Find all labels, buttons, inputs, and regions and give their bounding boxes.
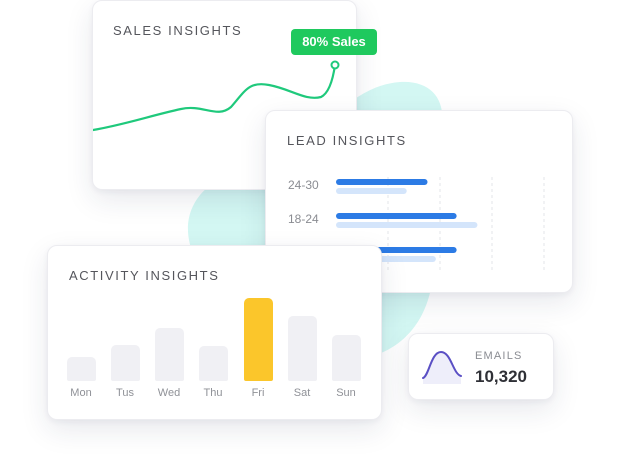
- activity-day-label: Fri: [251, 387, 265, 399]
- lead-row-label: 18-24: [288, 212, 319, 226]
- activity-bar-fri: [243, 298, 273, 381]
- emails-value: 10,320: [475, 367, 527, 386]
- lead-bar-primary: [336, 213, 457, 219]
- lead-bar-secondary: [336, 188, 407, 194]
- sales-trend-chart: [93, 60, 340, 132]
- activity-insights-card: ACTIVITY INSIGHTS Mon Tus Wed Thu Fri Sat Sun: [47, 245, 382, 420]
- lead-row-label: 24-30: [288, 178, 319, 192]
- activity-bar-tus: [110, 345, 140, 381]
- activity-bar-chart: Mon Tus Wed Thu Fri Sat Sun: [48, 246, 381, 419]
- bell-curve-icon: [422, 350, 462, 384]
- lead-insights-title: LEAD INSIGHTS: [287, 133, 407, 148]
- lead-bar-secondary: [336, 222, 478, 228]
- activity-day-label: Sun: [336, 387, 356, 399]
- activity-bar-wed: [154, 328, 184, 381]
- emails-card: EMAILS 10,320: [408, 333, 554, 400]
- activity-bar-mon: [66, 357, 96, 381]
- activity-insights-title: ACTIVITY INSIGHTS: [69, 268, 220, 283]
- activity-bar-sun: [331, 335, 361, 381]
- activity-day-label: Tus: [116, 387, 134, 399]
- activity-bar-sat: [287, 316, 317, 381]
- activity-day-label: Sat: [293, 387, 311, 399]
- lead-bar-primary: [336, 179, 428, 185]
- sales-trend-line: [93, 63, 337, 132]
- sales-percentage-badge: 80% Sales: [291, 29, 377, 55]
- activity-bar-thu: [198, 346, 228, 381]
- sales-trend-endpoint: [330, 60, 340, 70]
- activity-day-label: Wed: [157, 387, 181, 399]
- activity-day-label: Mon: [70, 387, 92, 399]
- sales-insights-title: SALES INSIGHTS: [113, 23, 243, 38]
- emails-label: EMAILS: [475, 350, 523, 362]
- activity-day-label: Thu: [203, 387, 223, 399]
